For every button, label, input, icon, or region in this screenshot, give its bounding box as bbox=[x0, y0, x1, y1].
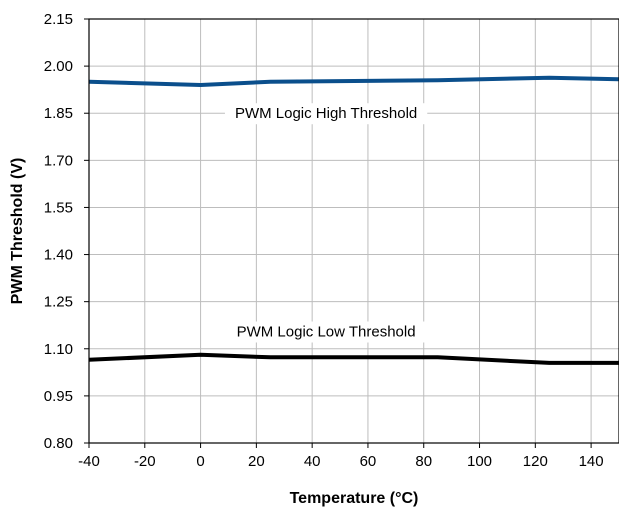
series-annotation: PWM Logic Low Threshold bbox=[226, 321, 426, 343]
annotation-background bbox=[226, 321, 426, 343]
x-tick-label: 100 bbox=[467, 453, 492, 470]
y-axis-title: PWM Threshold (V) bbox=[9, 158, 26, 305]
y-tick-label: 1.40 bbox=[44, 247, 73, 264]
y-tick-label: 1.85 bbox=[44, 105, 73, 122]
y-tick-label: 1.70 bbox=[44, 152, 73, 169]
plot-frame bbox=[88, 18, 619, 444]
annotations: PWM Logic High Threshold PWM Logic Low Th… bbox=[224, 103, 428, 343]
y-tick-label: 0.80 bbox=[44, 435, 73, 452]
x-tick-label: 0 bbox=[196, 453, 204, 470]
series-annotation: PWM Logic High Threshold bbox=[224, 103, 428, 125]
series-lines bbox=[88, 75, 619, 365]
x-tick-label: 60 bbox=[360, 453, 377, 470]
series-line-high-threshold bbox=[88, 75, 619, 87]
series-line-low-threshold bbox=[88, 352, 619, 365]
x-tick-label: 80 bbox=[415, 453, 432, 470]
annotation-label: PWM Logic High Threshold bbox=[235, 105, 417, 122]
x-axis-ticks: -40 -20 0 20 40 60 80 100 120 140 bbox=[78, 443, 604, 470]
x-tick-label: 120 bbox=[523, 453, 548, 470]
annotation-label: PWM Logic Low Threshold bbox=[237, 324, 416, 341]
y-axis-ticks: 0.80 0.95 1.10 1.25 1.40 1.55 1.70 1.85 2.00 2.15 bbox=[44, 11, 89, 452]
y-tick-label: 1.25 bbox=[44, 294, 73, 311]
x-tick-label: 20 bbox=[248, 453, 265, 470]
x-tick-label: 40 bbox=[304, 453, 321, 470]
annotation-background bbox=[224, 103, 428, 125]
y-tick-label: 1.55 bbox=[44, 199, 73, 216]
y-tick-label: 2.00 bbox=[44, 58, 73, 75]
x-tick-label: -20 bbox=[134, 453, 156, 470]
y-tick-label: 2.15 bbox=[44, 11, 73, 28]
x-axis-title: Temperature (°C) bbox=[290, 490, 419, 507]
x-tick-label: 140 bbox=[579, 453, 604, 470]
x-tick-label: -40 bbox=[78, 453, 100, 470]
y-tick-label: 1.10 bbox=[44, 341, 73, 358]
y-tick-label: 0.95 bbox=[44, 388, 73, 405]
